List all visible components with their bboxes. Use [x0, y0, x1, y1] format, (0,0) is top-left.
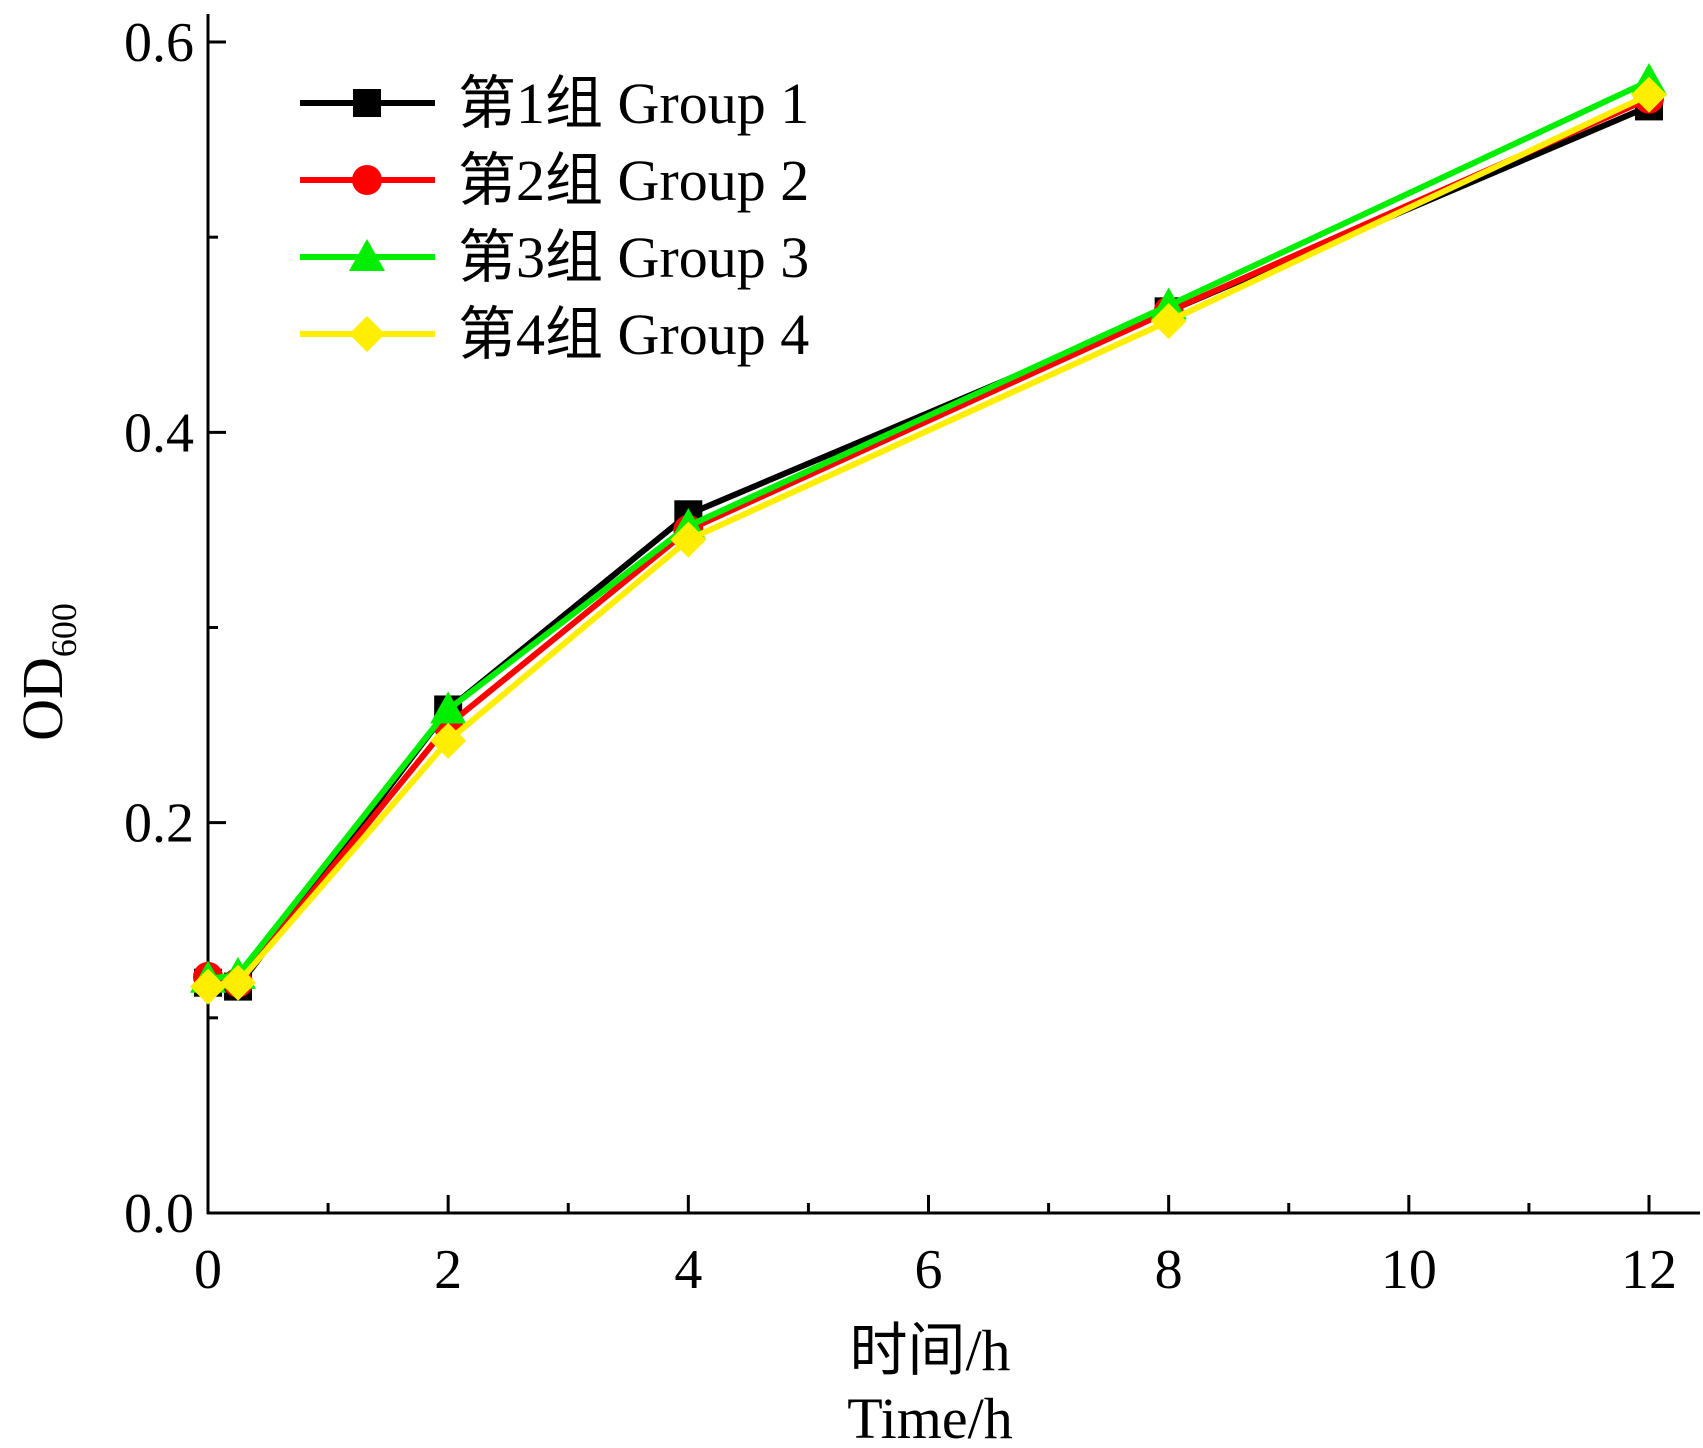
series-2	[193, 83, 1664, 998]
legend-label: 第1组 Group 1	[458, 71, 809, 136]
series-4-point	[670, 521, 707, 558]
legend-item-1: 第1组 Group 1	[300, 71, 809, 136]
legend-label: 第4组 Group 4	[458, 302, 809, 367]
axes: 0 2 4 6 8 10 12 0.0 0.2 0.4 0.6	[124, 12, 1700, 1301]
series-4-point	[220, 964, 257, 1001]
x-tick-label: 12	[1621, 1239, 1677, 1301]
x-tick-label: 8	[1155, 1239, 1183, 1301]
x-axis-title-cn: 时间/h	[849, 1318, 1010, 1383]
series-2-line	[207, 95, 1651, 986]
series-3-line	[207, 78, 1651, 982]
series-4-point	[190, 968, 226, 1005]
x-tick-label: 2	[434, 1239, 462, 1301]
x-tick-label: 0	[194, 1239, 222, 1301]
series-4-point	[430, 722, 467, 759]
x-axis-title-en: Time/h	[847, 1386, 1012, 1443]
series-4-point	[1150, 303, 1187, 340]
y-tick-label: 0.0	[124, 1183, 194, 1245]
series-3-point	[430, 691, 467, 724]
series-3	[190, 63, 1667, 993]
series-4-line	[207, 91, 1651, 990]
y-axis-title-main: OD	[10, 657, 75, 741]
series-4-point	[1631, 76, 1667, 113]
legend-item-3: 第3组 Group 3	[300, 225, 809, 290]
x-tick-label: 4	[674, 1239, 702, 1301]
x-tick-label: 6	[915, 1239, 943, 1301]
legend: 第1组 Group 1 第2组 Group 2 第3组 Group 3 第4组 Gro…	[300, 71, 809, 367]
legend-marker	[349, 316, 385, 352]
legend-label: 第2组 Group 2	[458, 148, 809, 213]
y-tick-label: 0.2	[124, 793, 194, 855]
legend-item-4: 第4组 Group 4	[300, 302, 809, 367]
y-axis-title: OD600	[10, 603, 84, 741]
series-1	[194, 92, 1663, 1001]
legend-marker	[352, 165, 382, 195]
x-tick-label: 10	[1381, 1239, 1437, 1301]
y-tick-label: 0.4	[124, 402, 194, 464]
legend-marker	[353, 89, 381, 117]
legend-item-2: 第2组 Group 2	[300, 148, 809, 213]
legend-label: 第3组 Group 3	[458, 225, 809, 290]
series-4	[190, 76, 1667, 1005]
legend-marker	[349, 239, 385, 271]
y-tick-label: 0.6	[124, 12, 194, 74]
y-axis-title-subscript: 600	[44, 603, 84, 657]
series-layer	[190, 63, 1667, 1005]
series-1-line	[207, 103, 1651, 990]
